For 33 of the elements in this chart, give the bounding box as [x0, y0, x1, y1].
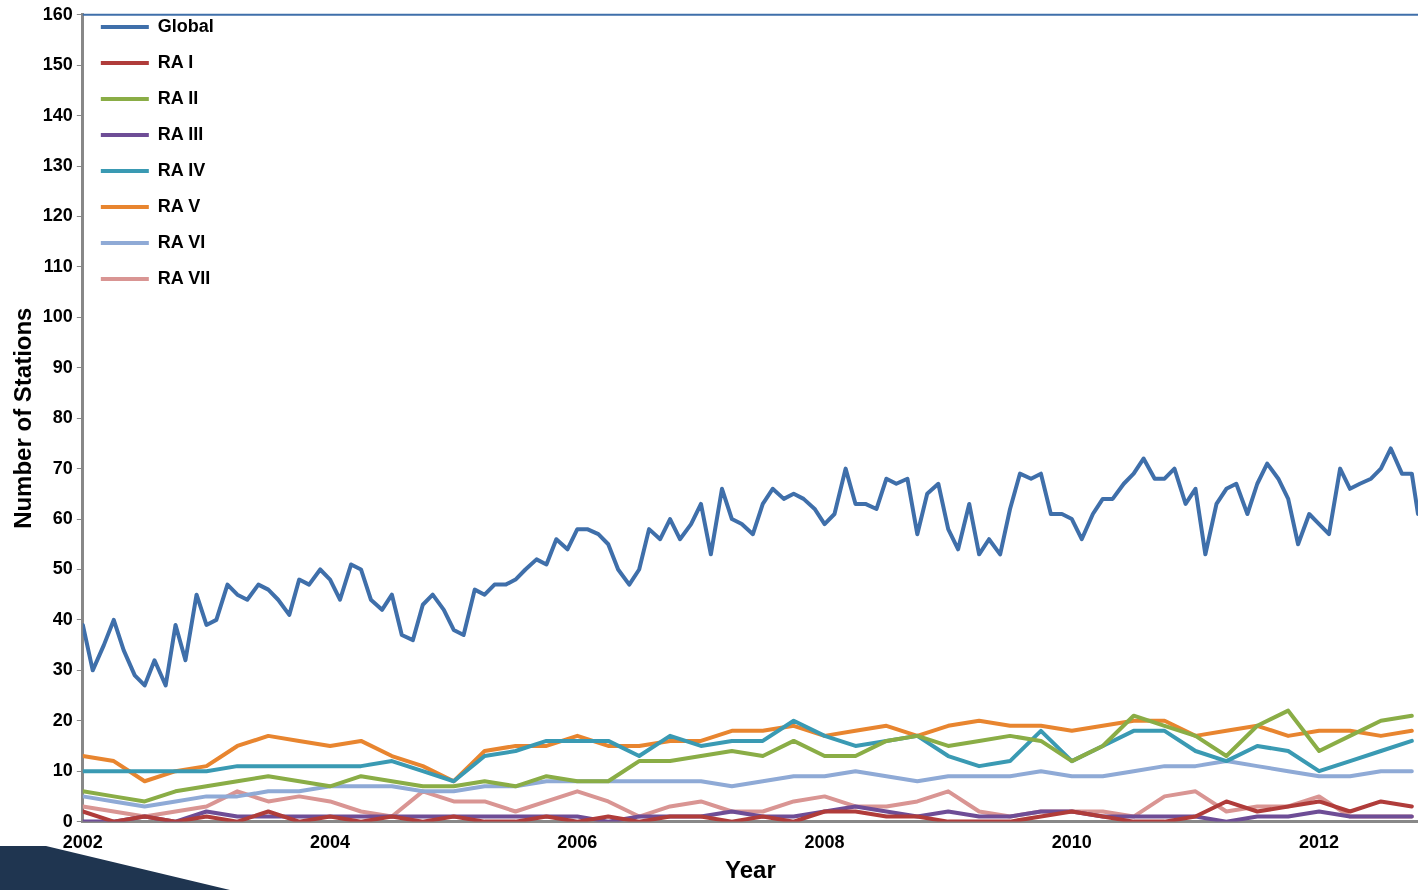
legend-label: RA VII: [157, 267, 211, 288]
y-tick-label: 60: [52, 508, 73, 529]
y-tick-label: 110: [43, 255, 73, 276]
y-tick-label: 140: [42, 104, 73, 125]
y-tick-label: 0: [62, 810, 73, 831]
y-tick-label: 90: [52, 356, 73, 377]
legend-label: Global: [157, 15, 214, 36]
legend-label: RA II: [157, 87, 199, 108]
y-tick-label: 20: [52, 709, 73, 730]
legend-label: RA IV: [157, 159, 206, 180]
y-tick-label: 40: [52, 608, 73, 629]
x-tick-label: 2008: [804, 832, 845, 853]
x-tick-label: 2012: [1299, 832, 1340, 853]
y-tick-label: 130: [42, 155, 73, 176]
y-tick-label: 160: [42, 3, 73, 24]
x-tick-label: 2006: [557, 832, 598, 853]
y-tick-label: 10: [52, 760, 73, 781]
x-axis-title: Year: [725, 856, 776, 884]
x-tick-label: 2004: [310, 832, 351, 853]
legend-label: RA III: [157, 123, 204, 144]
y-tick-label: 100: [42, 306, 73, 327]
y-axis-title: Number of Stations: [9, 307, 37, 529]
y-tick-label: 120: [42, 205, 73, 226]
legend-label: RA V: [157, 195, 201, 216]
y-tick-label: 50: [52, 558, 73, 579]
y-tick-label: 30: [52, 659, 73, 680]
y-tick-label: 80: [52, 407, 73, 428]
x-tick-label: 2002: [62, 832, 103, 853]
x-tick-label: 2010: [1051, 832, 1092, 853]
y-tick-label: 70: [52, 457, 73, 478]
y-tick-label: 150: [42, 54, 73, 75]
legend-label: RA I: [157, 51, 194, 72]
legend-label: RA VI: [157, 231, 206, 252]
